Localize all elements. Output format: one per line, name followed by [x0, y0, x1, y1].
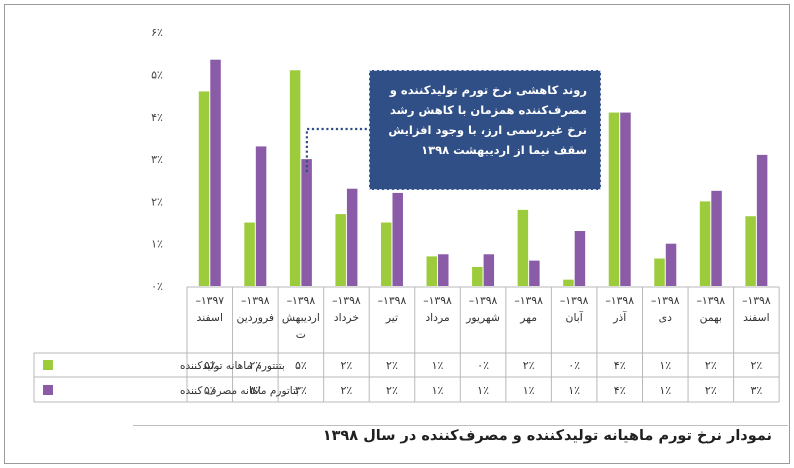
category-label: –۱۳۹۸ [697, 294, 726, 307]
table-value: ۱٪ [523, 384, 535, 397]
category-label: –۱۳۹۸ [605, 294, 634, 307]
bar-producer-0 [198, 91, 210, 286]
category-label: –۱۳۹۸ [469, 294, 498, 307]
y-tick-label: ۰٪ [151, 280, 163, 293]
table-value: ۱٪ [432, 384, 444, 397]
table-value: ۱٪ [477, 384, 489, 397]
category-label: اردیبهش [282, 311, 320, 324]
category-label: شهریور [465, 311, 500, 324]
table-value: ۱٪ [659, 359, 671, 372]
bar-consumer-0 [210, 59, 221, 286]
category-label: –۱۳۹۸ [651, 294, 680, 307]
y-tick-label: ۱٪ [151, 238, 163, 251]
bar-producer-5 [426, 256, 438, 286]
bar-consumer-1 [255, 146, 267, 286]
category-label: –۱۳۹۸ [378, 294, 407, 307]
category-label: –۱۳۹۸ [742, 294, 771, 307]
y-tick-label: ۵٪ [151, 69, 163, 82]
table-value: ۰٪ [568, 359, 580, 372]
annotation-leader [305, 127, 370, 172]
category-label: بهمن [700, 311, 722, 324]
category-label: –۱۳۹۷ [195, 294, 224, 307]
category-label: آبان [566, 310, 584, 324]
bar-producer-1 [244, 222, 255, 286]
table-value: ۱٪ [568, 384, 580, 397]
bar-consumer-4 [392, 192, 403, 286]
category-label: مهر [519, 311, 537, 324]
y-tick-label: ۴٪ [151, 111, 163, 124]
table-value: ۱٪ [659, 384, 671, 397]
category-label: اسفند [743, 311, 769, 324]
y-tick-label: ۳٪ [151, 153, 163, 166]
bar-consumer-7 [529, 260, 540, 286]
bar-consumer-6 [483, 254, 495, 286]
bar-producer-4 [380, 222, 392, 286]
category-label: –۱۳۹۸ [423, 294, 452, 307]
table-value: ۲٪ [341, 359, 353, 372]
y-tick-label: ۶٪ [151, 26, 163, 39]
legend-swatch-producer [43, 360, 53, 370]
y-tick-label: ۲٪ [151, 195, 163, 208]
bar-producer-3 [335, 214, 346, 286]
table-value: ۳٪ [249, 384, 261, 397]
table-value: ۲٪ [705, 384, 717, 397]
bar-consumer-5 [438, 254, 449, 286]
bar-consumer-10 [665, 243, 677, 286]
category-label: دی [659, 311, 672, 324]
category-label: –۱۳۹۸ [241, 294, 270, 307]
category-label: –۱۳۹۸ [332, 294, 361, 307]
caption-bar [133, 425, 788, 450]
category-label: –۱۳۹۸ [560, 294, 589, 307]
table-value: ۲٪ [523, 359, 535, 372]
category-label: ت [296, 328, 306, 341]
table-value: ۰٪ [477, 359, 489, 372]
chart-caption: نمودار نرخ تورم ماهیانه تولیدکننده و مصر… [322, 428, 772, 444]
category-label: –۱۳۹۸ [514, 294, 543, 307]
table-value: ۳٪ [750, 384, 762, 397]
table-value: ۵٪ [204, 384, 216, 397]
bar-producer-12 [745, 216, 756, 286]
bar-consumer-3 [346, 188, 358, 286]
legend-label: بتاتورم ماهانه مصرف کننده [180, 385, 299, 397]
table-value: ۲٪ [386, 359, 398, 372]
category-label: خرداد [334, 311, 359, 324]
category-label: مرداد [425, 311, 449, 324]
table-value: ۲٪ [386, 384, 398, 397]
category-label: آذر [612, 310, 627, 324]
category-label: فروردین [237, 311, 275, 324]
category-label: اسفند [197, 311, 223, 324]
table-value: ۵٪ [204, 359, 216, 372]
category-label: –۱۳۹۸ [287, 294, 316, 307]
bar-producer-7 [517, 209, 529, 286]
table-value: ۲٪ [750, 359, 762, 372]
bar-producer-11 [699, 201, 711, 286]
bar-consumer-2 [301, 159, 312, 286]
bar-consumer-12 [756, 154, 768, 286]
bar-consumer-11 [711, 190, 722, 286]
legend-swatch-consumer [43, 385, 53, 395]
table-value: ۵٪ [295, 359, 307, 372]
bar-consumer-8 [574, 231, 586, 286]
bar-producer-9 [608, 112, 620, 286]
legend-label: بتتتورم ماهانه تولیدکننده [180, 360, 285, 372]
bar-producer-6 [472, 266, 483, 286]
bar-producer-2 [289, 70, 301, 287]
annotation-box: روند کاهشی نرخ تورم تولیدکننده و مصرف‌کن… [369, 70, 601, 190]
category-label: تیر [385, 311, 398, 324]
table-value: ۲٪ [341, 384, 353, 397]
table-value: ۲٪ [249, 359, 261, 372]
bar-producer-10 [654, 258, 665, 286]
table-value: ۴٪ [614, 384, 626, 397]
table-value: ۳٪ [295, 384, 307, 397]
table-value: ۱٪ [432, 359, 444, 372]
table-value: ۲٪ [705, 359, 717, 372]
table-value: ۴٪ [614, 359, 626, 372]
bar-consumer-9 [620, 112, 631, 286]
bar-producer-8 [563, 279, 574, 286]
